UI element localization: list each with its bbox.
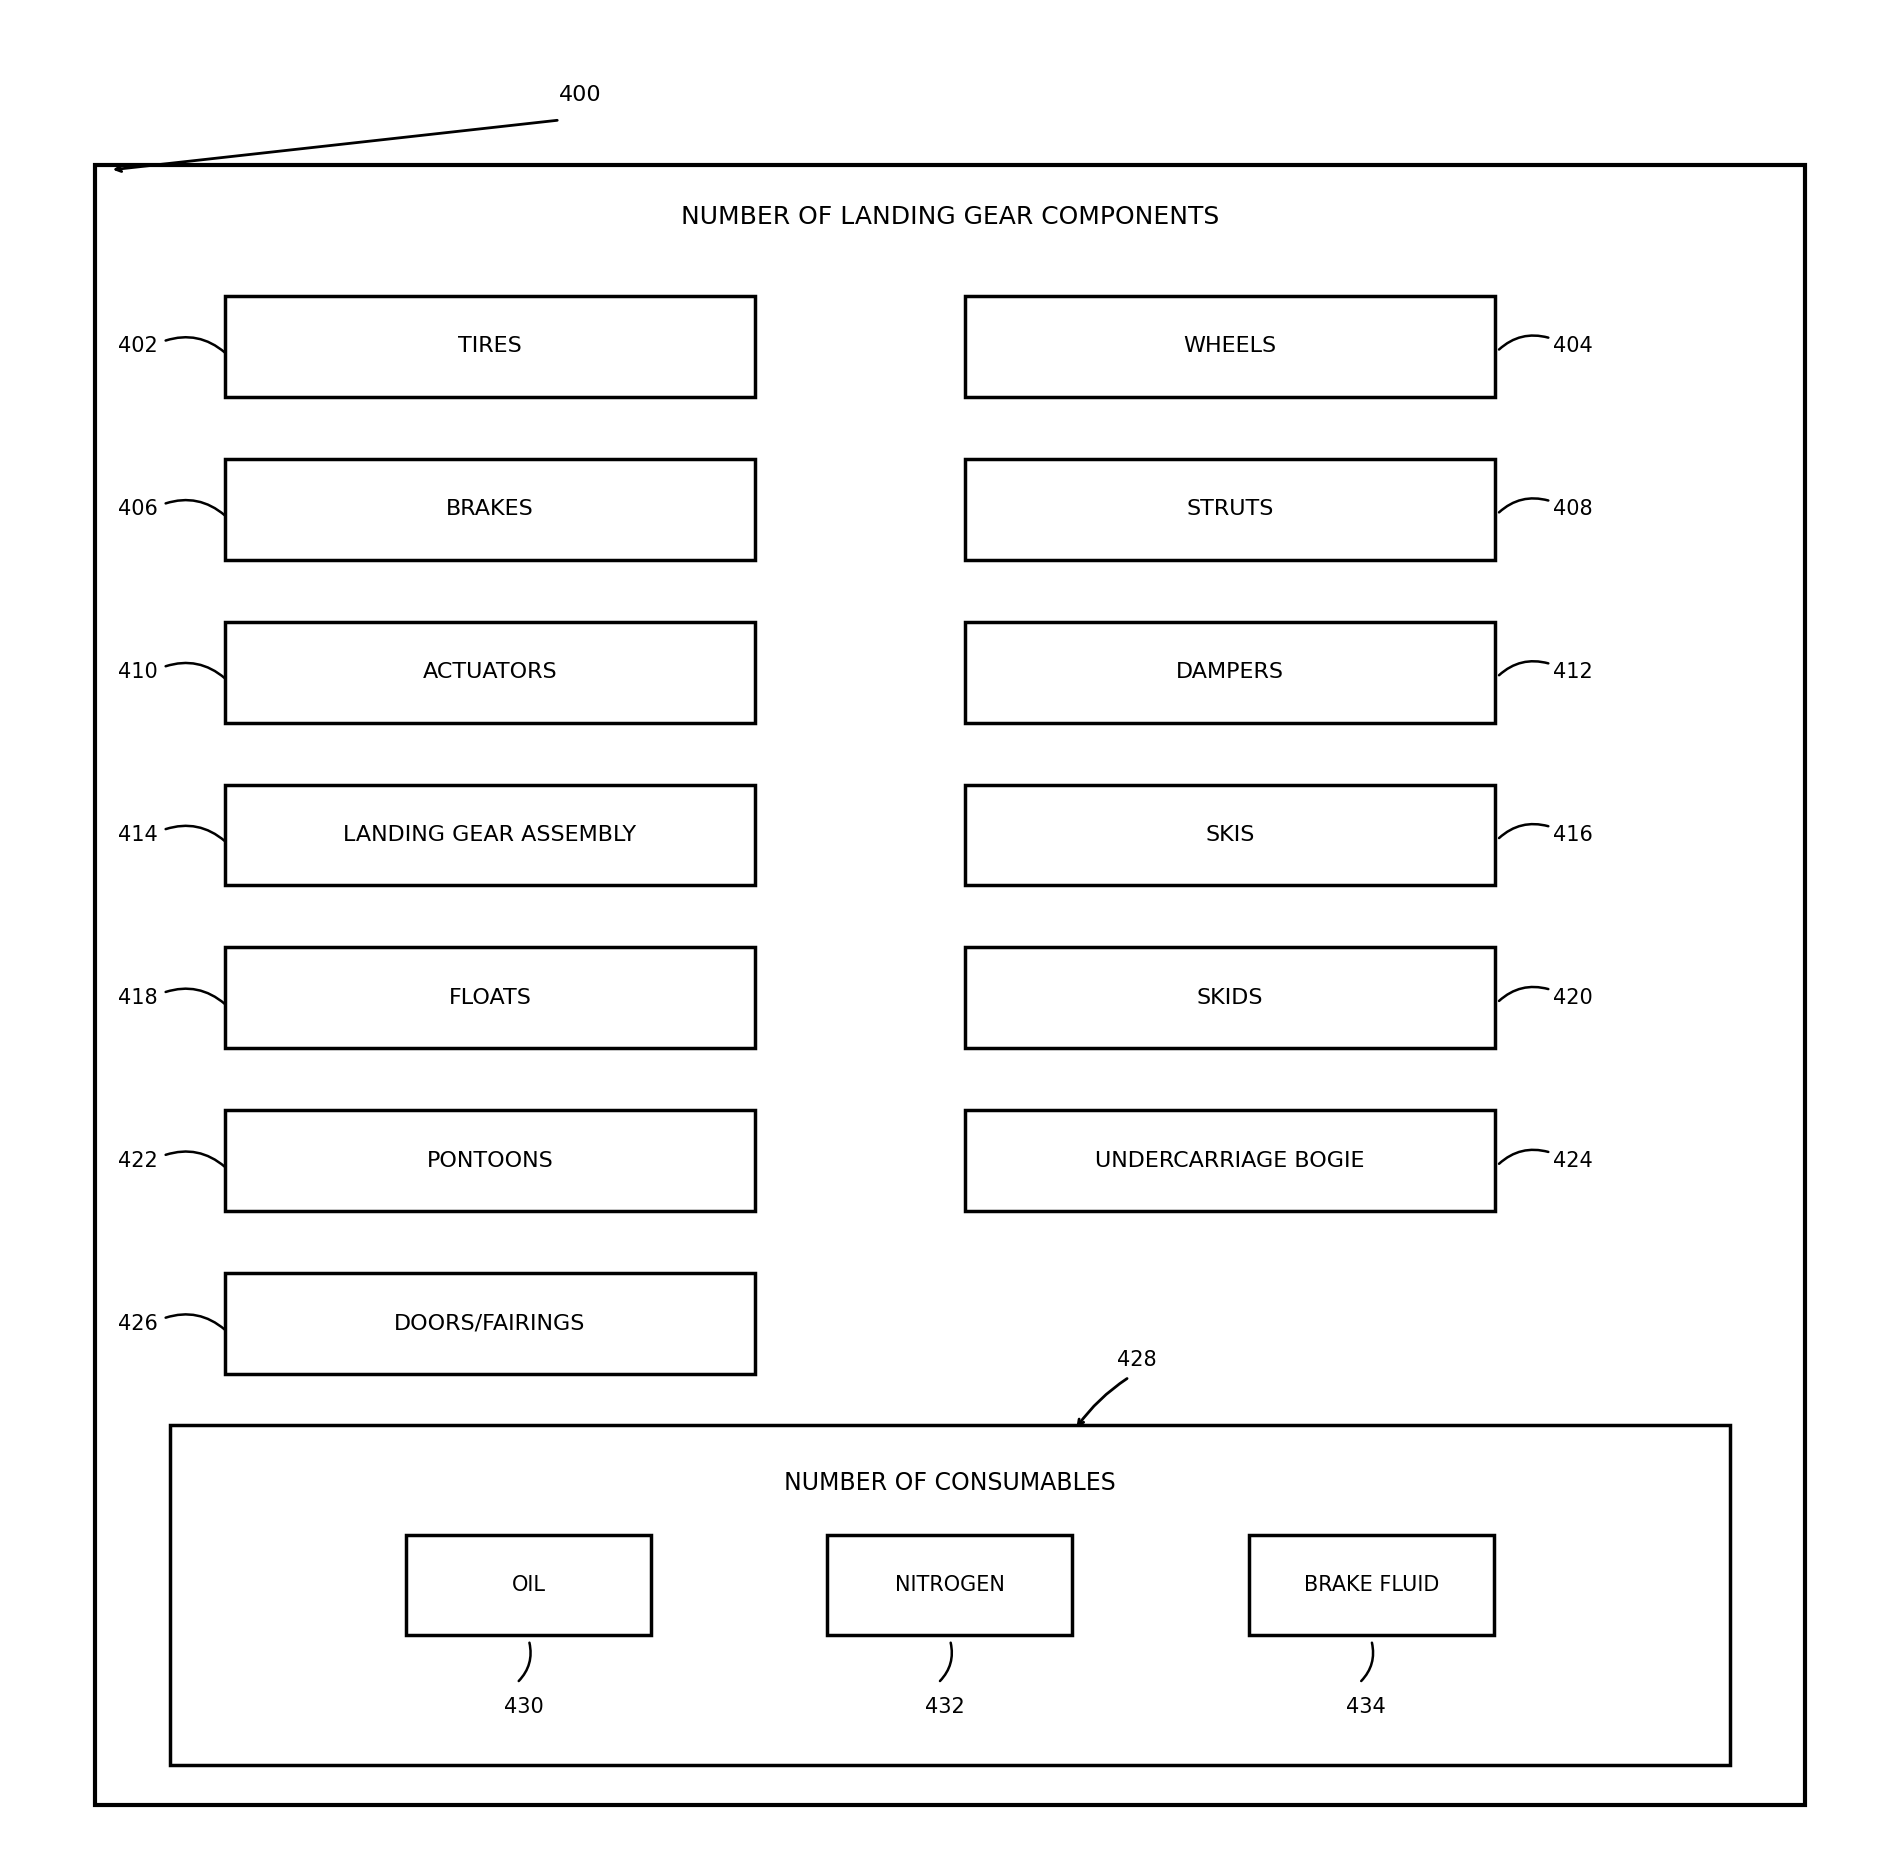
Text: 406: 406 [118,500,158,519]
Bar [964,296,1496,397]
Text: 400: 400 [558,84,602,105]
Text: 430: 430 [503,1698,543,1717]
Text: 428: 428 [1118,1350,1158,1370]
Bar [828,1535,1072,1634]
Text: 418: 418 [118,988,158,1007]
Text: 432: 432 [924,1698,964,1717]
Text: TIRES: TIRES [457,337,522,356]
Text: 410: 410 [118,663,158,681]
Text: 424: 424 [1553,1151,1592,1170]
Text: DAMPERS: DAMPERS [1177,663,1285,681]
Text: UNDERCARRIAGE BOGIE: UNDERCARRIAGE BOGIE [1095,1151,1365,1170]
Text: NUMBER OF LANDING GEAR COMPONENTS: NUMBER OF LANDING GEAR COMPONENTS [681,206,1219,228]
Text: FLOATS: FLOATS [448,988,531,1007]
Text: DOORS/FAIRINGS: DOORS/FAIRINGS [395,1314,586,1333]
Bar [226,947,755,1048]
Text: 412: 412 [1553,663,1592,681]
Text: 404: 404 [1553,337,1592,356]
Bar [95,165,1805,1805]
Bar [964,1110,1496,1211]
Text: 416: 416 [1553,826,1592,844]
Text: ACTUATORS: ACTUATORS [423,663,558,681]
Bar [226,622,755,723]
Text: NITROGEN: NITROGEN [896,1574,1004,1595]
Bar [226,1110,755,1211]
Text: SKIDS: SKIDS [1198,988,1264,1007]
Bar [406,1535,651,1634]
Bar [1249,1535,1494,1634]
Text: 408: 408 [1553,500,1592,519]
Text: WHEELS: WHEELS [1184,337,1277,356]
Text: 434: 434 [1346,1698,1386,1717]
Text: 402: 402 [118,337,158,356]
Text: OIL: OIL [512,1574,547,1595]
Bar [964,947,1496,1048]
Text: BRAKE FLUID: BRAKE FLUID [1304,1574,1439,1595]
Text: 422: 422 [118,1151,158,1170]
Bar [964,784,1496,885]
Bar [964,622,1496,723]
Text: PONTOONS: PONTOONS [427,1151,554,1170]
Bar [171,1425,1729,1765]
Text: NUMBER OF CONSUMABLES: NUMBER OF CONSUMABLES [784,1471,1116,1496]
Text: 414: 414 [118,826,158,844]
Bar [964,459,1496,560]
Text: SKIS: SKIS [1205,826,1255,844]
Bar [226,1273,755,1374]
Bar [226,459,755,560]
Text: 426: 426 [118,1314,158,1333]
Bar [226,296,755,397]
Bar [226,784,755,885]
Text: STRUTS: STRUTS [1186,500,1274,519]
Text: BRAKES: BRAKES [446,500,533,519]
Text: 420: 420 [1553,988,1592,1007]
Text: LANDING GEAR ASSEMBLY: LANDING GEAR ASSEMBLY [344,826,636,844]
